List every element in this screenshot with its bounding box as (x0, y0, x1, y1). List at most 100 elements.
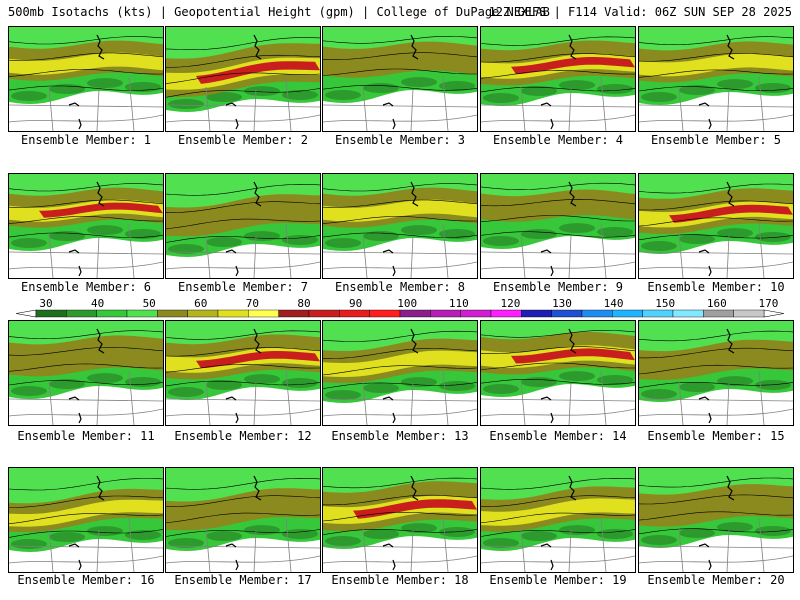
colorbar-tick-label: 140 (604, 297, 624, 310)
state-border-line (253, 88, 257, 131)
coastline (392, 265, 396, 277)
coastline (708, 118, 712, 130)
great-lakes-outline (253, 181, 262, 207)
ensemble-member-label: Ensemble Member: 8 (334, 280, 466, 294)
colorbar-tick-label: 130 (552, 297, 572, 310)
jet-core-yellow (323, 199, 477, 222)
height-contour (166, 54, 320, 68)
member-map-graphic (9, 174, 163, 278)
colorbar-swatch (551, 309, 583, 318)
wind-patch (521, 229, 557, 240)
height-contour (166, 380, 320, 387)
wind-patch (679, 234, 715, 245)
state-border-line (520, 86, 526, 131)
colorbar-swatch (642, 309, 674, 318)
colorbar-swatch (278, 309, 310, 318)
state-border-line (442, 370, 449, 425)
jet-max-red (196, 61, 320, 84)
wind-patch (679, 85, 715, 96)
ensemble-member-label: Ensemble Member: 18 (331, 573, 469, 587)
wind-shading-north (639, 468, 793, 495)
coastline (392, 559, 396, 571)
wind-patch (521, 377, 557, 388)
colorbar-tick-label: 60 (194, 297, 207, 310)
state-border-line (481, 408, 635, 417)
coastline (382, 396, 394, 401)
state-border-line (726, 235, 730, 278)
coastline (382, 249, 394, 254)
great-lakes-outline (253, 475, 262, 501)
wind-patch (363, 231, 399, 242)
height-contour (9, 183, 163, 192)
ensemble-member-map (322, 173, 478, 279)
wind-patch (168, 537, 204, 548)
coastline (78, 559, 82, 571)
wind-patch (87, 526, 123, 537)
coastline (68, 249, 80, 254)
wind-shading-north (166, 27, 320, 59)
height-contour (639, 494, 793, 505)
colorbar-tick-label: 120 (500, 297, 520, 310)
ensemble-member-label: Ensemble Member: 3 (334, 133, 466, 147)
state-border-line (285, 370, 292, 425)
member-map-graphic (166, 174, 320, 278)
state-border-line (205, 380, 211, 425)
great-lakes-outline (96, 34, 105, 60)
height-contour (639, 382, 793, 388)
height-contour (323, 365, 477, 376)
height-contour (9, 85, 163, 91)
ensemble-member-map (638, 173, 794, 279)
member-map-graphic (323, 27, 477, 131)
coastline (392, 118, 396, 130)
colorbar-min-arrow (15, 309, 37, 318)
wind-shading-north (639, 321, 793, 352)
height-contour (9, 513, 163, 524)
coastline (382, 102, 394, 107)
member-map-graphic (639, 321, 793, 425)
colorbar-tick-label: 50 (143, 297, 156, 310)
wind-patch (597, 83, 633, 94)
height-contour (9, 495, 163, 508)
coastline (382, 543, 394, 548)
ensemble-member-label: Ensemble Member: 4 (492, 133, 624, 147)
state-border-line (128, 223, 135, 278)
height-contour (9, 380, 163, 386)
wind-patch (168, 98, 204, 109)
height-contour (323, 382, 477, 389)
coastline (235, 412, 239, 424)
state-border-line (323, 398, 477, 402)
coastline (78, 118, 82, 130)
height-contour (639, 347, 793, 359)
state-border-line (9, 251, 163, 255)
state-border-line (442, 517, 449, 572)
height-contour (323, 348, 477, 359)
colorbar-swatch (672, 309, 704, 318)
state-border-line (600, 223, 607, 278)
state-border-line (481, 261, 635, 270)
wind-patch (559, 80, 595, 91)
state-border-line (128, 370, 135, 425)
wind-patch (244, 86, 280, 97)
coastline (698, 543, 710, 548)
height-contour (481, 477, 635, 490)
wind-patch (679, 528, 715, 539)
ensemble-member-label: Ensemble Member: 7 (177, 280, 309, 294)
state-border-line (481, 114, 635, 123)
member-map-graphic (481, 321, 635, 425)
ensemble-member-label: Ensemble Member: 9 (492, 280, 624, 294)
height-contour (9, 478, 163, 491)
model-valid-time: 12Z GEFS | F114 Valid: 06Z SUN SEP 28 20… (488, 5, 792, 19)
height-contour (166, 37, 320, 50)
state-border-line (323, 251, 477, 255)
ensemble-member-label: Ensemble Member: 13 (331, 429, 469, 443)
ensemble-member-map (480, 320, 636, 426)
coastline (235, 118, 239, 130)
wind-shading-north (481, 468, 635, 500)
height-contour (166, 235, 320, 243)
height-contour (481, 231, 635, 238)
ensemble-member-map (480, 26, 636, 132)
great-lakes-outline (568, 181, 577, 207)
jet-core-yellow (323, 350, 477, 377)
height-contour (481, 182, 635, 191)
height-contour (323, 477, 477, 489)
